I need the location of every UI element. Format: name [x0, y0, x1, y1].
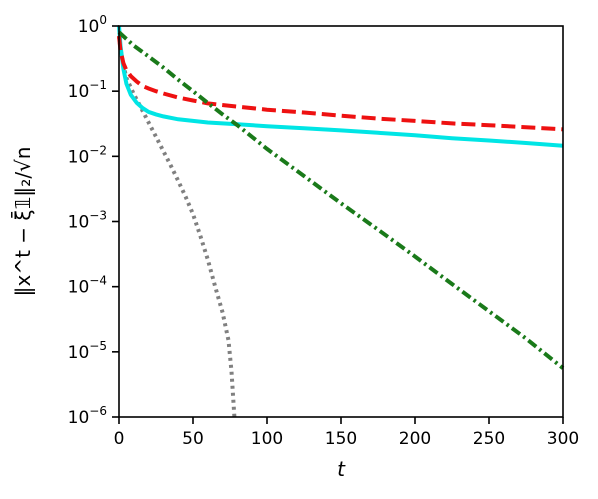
x-tick-label: 0 [114, 429, 125, 449]
x-tick-label: 200 [399, 429, 431, 449]
series-line-4 [117, 30, 565, 370]
x-axis-ticks: 0 50 100 150 200 250 300 [114, 417, 579, 449]
y-axis-ticks: 100 10−1 10−2 10−3 10−4 10−5 10−6 [68, 13, 119, 428]
x-tick-label: 50 [182, 429, 204, 449]
x-tick-label: 100 [251, 429, 283, 449]
y-tick-label: 10−5 [68, 339, 107, 363]
y-axis-label: ‖x^t − ξ̄𝟙‖₂/√n [10, 147, 35, 297]
series-line-2 [117, 25, 564, 148]
series-line-1 [117, 35, 237, 418]
y-tick-label: 10−4 [68, 274, 107, 298]
y-tick-label: 100 [78, 13, 107, 37]
series-line-3 [117, 35, 564, 132]
x-tick-label: 250 [473, 429, 505, 449]
y-tick-label: 10−2 [68, 143, 107, 167]
y-tick-label: 10−3 [68, 209, 107, 233]
x-axis-label: t [337, 457, 346, 481]
y-tick-label: 10−1 [68, 78, 107, 102]
series-layer [117, 25, 565, 418]
x-tick-label: 300 [547, 429, 579, 449]
y-tick-label: 10−6 [68, 404, 107, 428]
x-tick-label: 150 [325, 429, 357, 449]
